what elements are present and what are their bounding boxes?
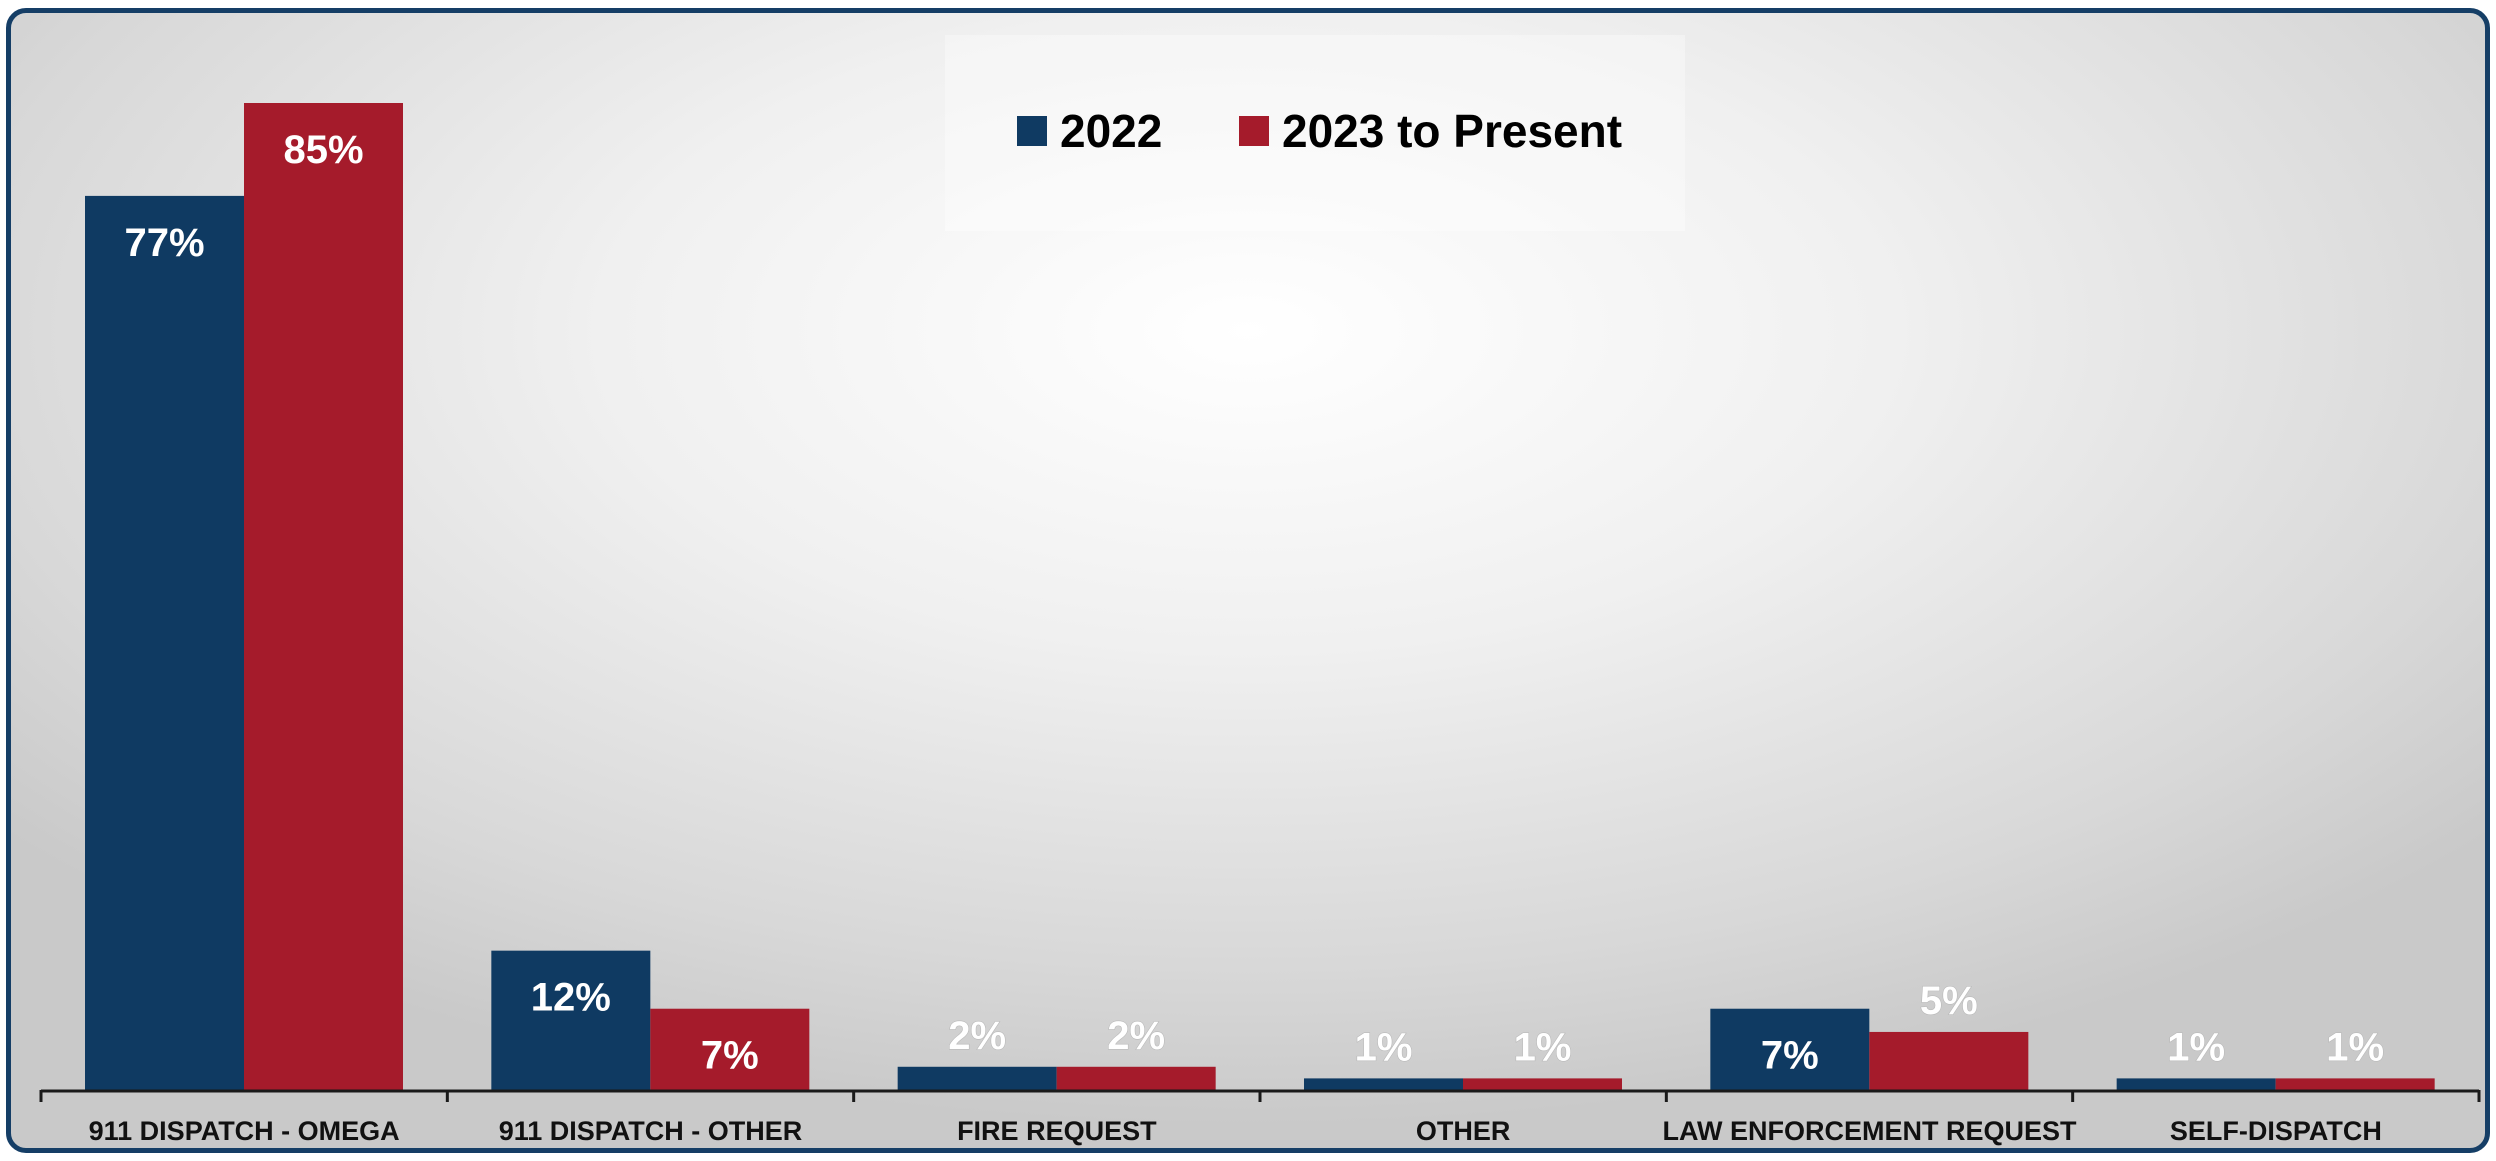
bar-2023-to-present-other <box>1463 1078 1622 1090</box>
data-label-2023-to-present-fire-request: 2% <box>1107 1014 1165 1058</box>
x-axis <box>39 1089 2481 1102</box>
legend-background <box>945 35 1685 231</box>
bar-chart: 2022 2023 to Present 77% 85% 12% 7% 2% 2% 1% 1%… <box>39 35 2481 1146</box>
value-labels-layer: 77% 85% 12% 7% 2% 2% 1% 1% 7% 5% 1% 1% <box>124 128 2384 1078</box>
data-label-2023-to-present-law-enforcement-request: 5% <box>1920 979 1978 1023</box>
bar-2023-to-present-self-dispatch <box>2275 1078 2435 1090</box>
data-label-2022-fire-request: 2% <box>948 1014 1006 1058</box>
legend-label-2022: 2022 <box>1060 105 1162 157</box>
chart-frame: 2022 2023 to Present 77% 85% 12% 7% 2% 2% 1% 1%… <box>6 8 2490 1153</box>
category-label-self-dispatch: SELF-DISPATCH <box>2170 1116 2382 1146</box>
category-label-other: OTHER <box>1416 1116 1511 1146</box>
data-label-2022-other: 1% <box>1355 1025 1413 1069</box>
bar-2022-911-dispatch-other <box>491 950 651 1090</box>
category-label-911-dispatch-other: 911 DISPATCH - OTHER <box>499 1116 803 1146</box>
bar-2022-911-dispatch-omega <box>85 195 244 1091</box>
data-label-2022-911-dispatch-other: 12% <box>531 976 611 1020</box>
legend-label-2023-to-present: 2023 to Present <box>1282 105 1622 157</box>
data-label-2023-to-present-911-dispatch-omega: 85% <box>283 128 363 172</box>
category-label-fire-request: FIRE REQUEST <box>957 1116 1157 1146</box>
bar-2022-self-dispatch <box>2116 1078 2276 1090</box>
data-label-2023-to-present-self-dispatch: 1% <box>2326 1025 2384 1069</box>
category-label-911-dispatch-omega: 911 DISPATCH - OMEGA <box>89 1116 400 1146</box>
legend: 2022 2023 to Present <box>945 35 1685 231</box>
category-labels-layer: 911 DISPATCH - OMEGA 911 DISPATCH - OTHER… <box>89 1116 2382 1146</box>
data-label-2023-to-present-other: 1% <box>1514 1025 1572 1069</box>
bar-2023-to-present-law-enforcement-request <box>1869 1031 2029 1090</box>
bar-2023-to-present-911-dispatch-other <box>650 1008 810 1090</box>
data-label-2022-self-dispatch: 1% <box>2167 1025 2225 1069</box>
bars-layer <box>85 103 2435 1091</box>
bar-2023-to-present-fire-request <box>1056 1066 1216 1090</box>
data-label-2023-to-present-911-dispatch-other: 7% <box>701 1034 759 1078</box>
data-label-2022-911-dispatch-omega: 77% <box>124 221 204 265</box>
legend-swatch-2022 <box>1017 116 1047 146</box>
bar-2023-to-present-911-dispatch-omega <box>244 103 403 1090</box>
category-label-law-enforcement-request: LAW ENFORCEMENT REQUEST <box>1662 1116 2077 1146</box>
bar-2022-other <box>1304 1078 1463 1090</box>
bar-2022-law-enforcement-request <box>1710 1008 1870 1090</box>
bar-2022-fire-request <box>897 1066 1057 1090</box>
data-label-2022-law-enforcement-request: 7% <box>1761 1034 1819 1078</box>
legend-swatch-2023-to-present <box>1239 116 1269 146</box>
